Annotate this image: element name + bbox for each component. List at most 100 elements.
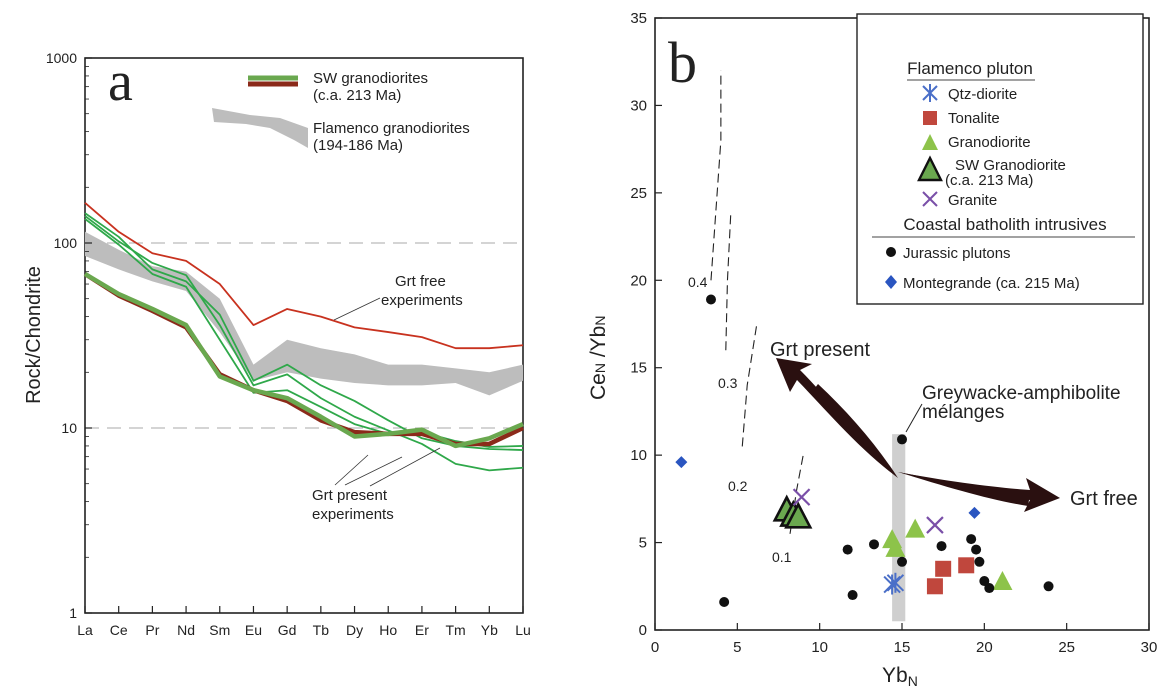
- annotation-greywacke-1: Greywacke-amphibolite: [922, 383, 1121, 404]
- legend-sw-granodiorite-icon: [917, 155, 943, 182]
- grt-present-arrow: [776, 358, 898, 478]
- point-qtz-diorite-0: [883, 574, 901, 595]
- point-jurassic-plutons-5: [897, 556, 907, 567]
- panel-b-xlabel: YbN: [882, 664, 918, 687]
- series-line-2: [84, 215, 524, 472]
- point-montegrande-ca-215-ma--1: [968, 506, 981, 519]
- annotation-greywacke-2: mélanges: [922, 402, 1004, 423]
- fraction-curve-0.2: [741, 322, 758, 447]
- b-ytick-label-5: 5: [639, 535, 647, 552]
- ytick-label-1000: 1000: [46, 50, 77, 66]
- legend-granite-icon: [922, 191, 938, 207]
- point-granodiorite-2: [905, 518, 926, 538]
- xtick-label-Ce: Ce: [110, 622, 128, 638]
- annotation-grt-present-leader-2: [344, 456, 403, 486]
- legend-sw-age: (c.a. 213 Ma): [313, 87, 401, 104]
- xtick-label-Ho: Ho: [379, 622, 397, 638]
- point-jurassic-plutons-10: [974, 556, 985, 567]
- point-jurassic-plutons-13: [1043, 581, 1054, 592]
- legend-granodiorite-icon: [922, 134, 938, 150]
- legend-qtz-diorite-icon: [922, 84, 938, 102]
- legend-sw-granodiorite-label: SW Granodiorite: [955, 157, 1066, 174]
- xtick-label-Tm: Tm: [446, 622, 466, 638]
- flamenco-band: [85, 231, 523, 396]
- point-qtz-diorite-1: [886, 572, 905, 593]
- point-montegrande-ca-215-ma--0: [675, 456, 688, 469]
- point-jurassic-plutons-7: [936, 541, 947, 552]
- legend-jurassic-label: Jurassic plutons: [903, 245, 1011, 262]
- panel-a-legend: SW granodiorites (c.a. 213 Ma) Flamenco …: [212, 70, 470, 154]
- point-jurassic-plutons-0: [705, 294, 716, 305]
- xlabel-sub: N: [908, 673, 918, 687]
- legend-box: [856, 13, 1144, 305]
- b-xtick-label-15: 15: [894, 639, 911, 656]
- ylabel-ce: Ce: [587, 373, 610, 400]
- legend-header-flamenco: Flamenco pluton: [907, 59, 1033, 78]
- panel-a-letter: a: [108, 51, 133, 113]
- point-jurassic-plutons-12: [984, 583, 995, 594]
- greywacke-band: [892, 434, 906, 622]
- legend-montegrande-label: Montegrande (ca. 215 Ma): [903, 275, 1080, 292]
- grt-present-arrow-body: [812, 384, 898, 478]
- b-ytick-label-15: 15: [630, 360, 647, 377]
- series-line-5: [83, 272, 524, 449]
- ylabel-yb: /Yb: [587, 326, 610, 363]
- legend-sw-granodiorite-age: (c.a. 213 Ma): [945, 172, 1033, 189]
- fraction-curve-0.3: [725, 213, 732, 351]
- legend-granite-label: Granite: [948, 192, 997, 209]
- panel-b-letter: b: [668, 30, 697, 95]
- annotation-grt-free-2: experiments: [381, 292, 463, 309]
- annotation-grt-present-2: experiments: [312, 506, 394, 523]
- point-jurassic-plutons-9: [971, 544, 982, 555]
- point-granite-1: [926, 516, 944, 534]
- point-granite-0-stroke: [792, 488, 811, 506]
- legend-montegrande-icon: [885, 275, 897, 289]
- point-jurassic-plutons-3: [847, 590, 858, 601]
- b-ytick-label-35: 35: [630, 10, 647, 27]
- fraction-curve-0.4: [710, 70, 722, 281]
- fraction-label-0.3: 0.3: [718, 375, 738, 391]
- b-ytick-label-10: 10: [630, 447, 647, 464]
- b-xtick-label-5: 5: [733, 639, 741, 656]
- point-jurassic-plutons-1: [719, 597, 730, 608]
- panel-a-frame: [84, 57, 524, 614]
- b-xtick-label-30: 30: [1141, 639, 1158, 656]
- xtick-label-Sm: Sm: [209, 622, 230, 638]
- point-jurassic-plutons-6: [897, 434, 907, 445]
- panel-b-legend: Flamenco pluton Qtz-diorite Tonalite Gra…: [856, 13, 1144, 305]
- xtick-label-Lu: Lu: [515, 622, 531, 638]
- point-tonalite-2: [958, 557, 975, 574]
- annotation-grt-free-1: Grt free: [395, 273, 446, 290]
- panel-b-ylabel: CeN /YbN: [587, 316, 610, 400]
- point-jurassic-plutons-2: [842, 544, 853, 555]
- annotation-grt-present-leader-1: [334, 454, 369, 486]
- legend-qtz-diorite-label: Qtz-diorite: [948, 86, 1017, 103]
- ytick-label-1: 1: [69, 605, 77, 621]
- series-line-3: [84, 218, 524, 448]
- point-tonalite-1: [935, 560, 952, 577]
- b-xtick-label-10: 10: [811, 639, 828, 656]
- xtick-label-Eu: Eu: [245, 622, 262, 638]
- grt-free-arrow-body: [898, 472, 1030, 506]
- annotation-grt-free: Grt free: [1070, 488, 1138, 510]
- ytick-label-100: 100: [54, 235, 78, 251]
- annotation-grt-free-leader: [333, 297, 381, 321]
- annotation-grt-present-leader-3: [369, 447, 441, 487]
- annotation-grt-present-1: Grt present: [312, 487, 388, 504]
- legend-jurassic-icon: [886, 247, 896, 257]
- xtick-label-Tb: Tb: [313, 622, 330, 638]
- point-granite-1-stroke: [926, 516, 944, 534]
- legend-header-coastal: Coastal batholith intrusives: [903, 215, 1106, 234]
- annotation-greywacke-leader: [905, 403, 923, 433]
- xtick-label-Pr: Pr: [145, 622, 159, 638]
- b-ytick-label-25: 25: [630, 185, 647, 202]
- ytick-label-10: 10: [61, 420, 77, 436]
- b-xtick-label-20: 20: [976, 639, 993, 656]
- xtick-label-La: La: [77, 622, 93, 638]
- xtick-label-Nd: Nd: [177, 622, 195, 638]
- point-granite-0: [792, 488, 811, 506]
- ylabel-ce-sub: N: [592, 363, 608, 373]
- point-jurassic-plutons-8: [966, 534, 977, 545]
- b-ytick-label-0: 0: [639, 622, 647, 639]
